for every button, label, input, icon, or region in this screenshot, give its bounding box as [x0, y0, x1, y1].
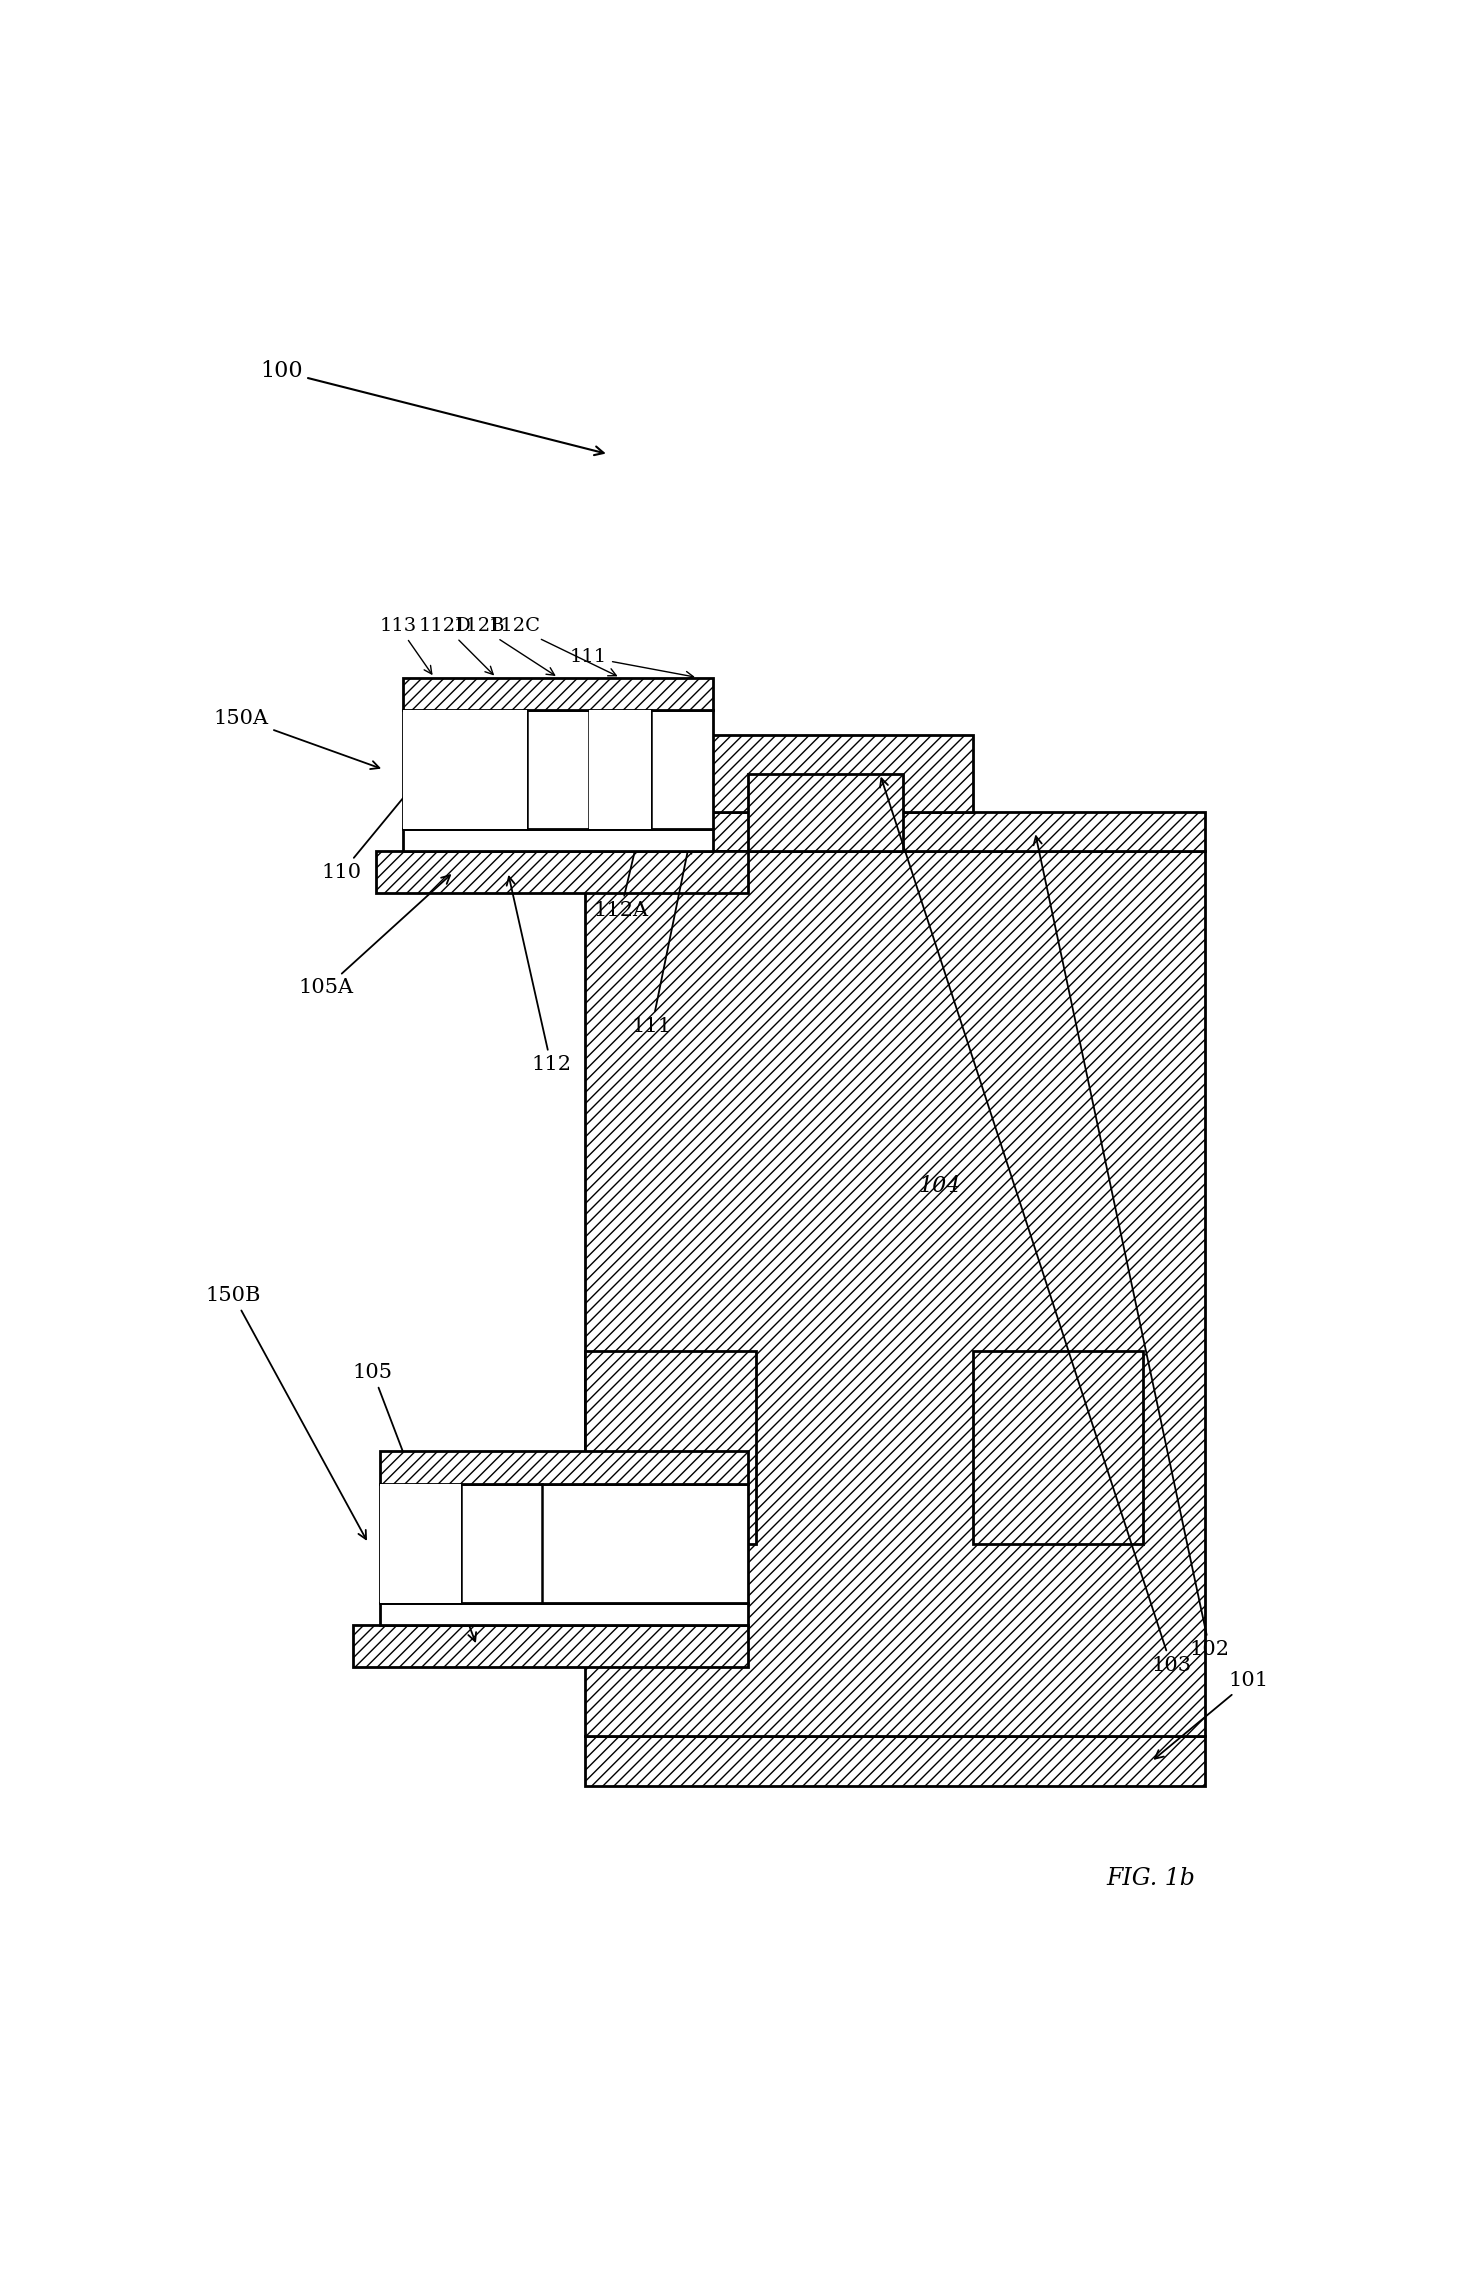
- Bar: [353, 1624, 748, 1667]
- Bar: [589, 710, 651, 829]
- Bar: [403, 710, 713, 829]
- Bar: [585, 813, 1205, 852]
- Text: 112C: 112C: [489, 617, 616, 676]
- Text: 112: 112: [506, 877, 570, 1073]
- Text: 112D: 112D: [419, 617, 493, 674]
- Text: 112B: 112B: [454, 617, 554, 676]
- Text: 102: 102: [1033, 836, 1230, 1660]
- Bar: [376, 852, 748, 893]
- Bar: [403, 829, 713, 852]
- Text: 100: 100: [260, 361, 604, 455]
- Bar: [585, 1352, 756, 1544]
- Text: 103: 103: [880, 779, 1191, 1674]
- Bar: [585, 1736, 1205, 1786]
- Text: FIG. 1b: FIG. 1b: [1107, 1868, 1195, 1891]
- Text: 101: 101: [1156, 1672, 1269, 1759]
- Bar: [403, 710, 465, 829]
- Bar: [379, 1603, 748, 1624]
- Bar: [379, 1450, 748, 1485]
- Bar: [379, 1485, 748, 1603]
- Text: 105A: 105A: [299, 875, 449, 998]
- Text: 110: 110: [322, 774, 423, 882]
- Text: 150B: 150B: [206, 1286, 366, 1539]
- Bar: [973, 1352, 1144, 1544]
- Text: 111: 111: [570, 649, 693, 678]
- Text: 112A: 112A: [594, 786, 652, 920]
- Bar: [585, 735, 973, 813]
- Bar: [465, 710, 527, 829]
- Bar: [403, 678, 713, 710]
- Text: 105: 105: [353, 1364, 476, 1642]
- Text: 111: 111: [632, 845, 692, 1035]
- Text: 113: 113: [379, 617, 432, 674]
- Bar: [585, 852, 1205, 1736]
- Text: 104: 104: [919, 1174, 961, 1197]
- Bar: [748, 774, 903, 852]
- Bar: [379, 1485, 461, 1603]
- Text: 150A: 150A: [213, 708, 379, 770]
